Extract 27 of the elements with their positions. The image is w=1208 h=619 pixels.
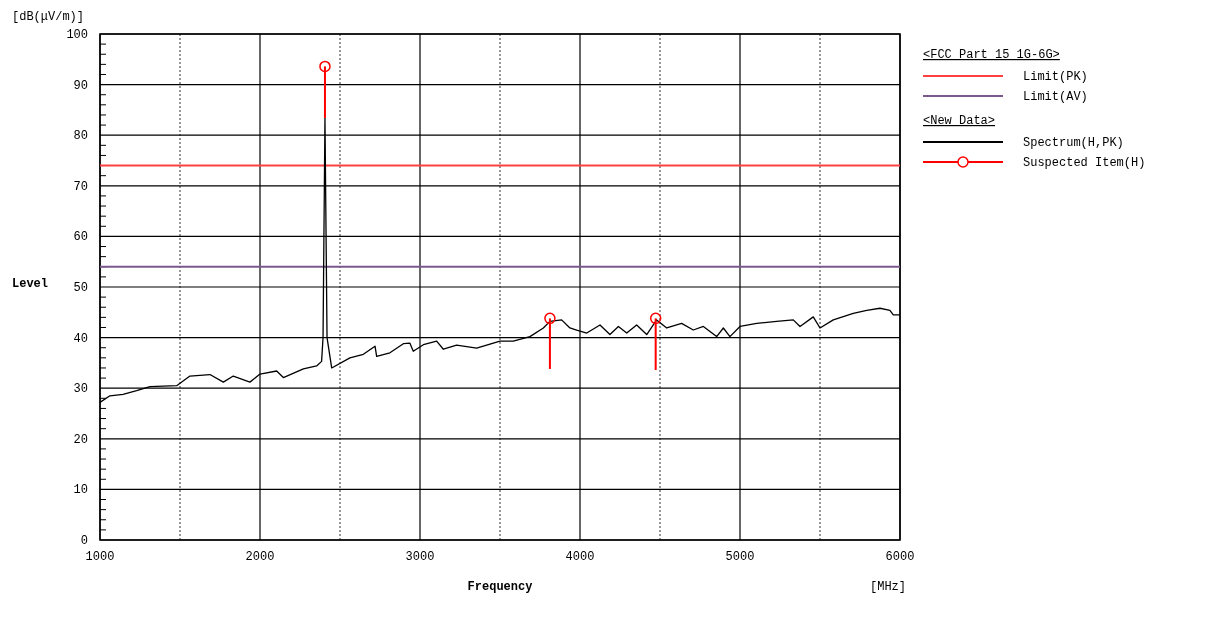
- y-tick-label: 90: [73, 78, 88, 93]
- y-tick-label: 60: [73, 230, 88, 245]
- text: [MHz]: [870, 580, 907, 594]
- y-tick-label: 30: [73, 382, 88, 397]
- y-tick-label: 70: [73, 179, 88, 194]
- y-tick-label: 10: [73, 483, 88, 498]
- x-axis-title: Frequency: [467, 580, 533, 594]
- text: [dB(μV/m)]: [12, 10, 85, 24]
- text: <New_Data>: [923, 114, 996, 128]
- y-tick-label: 0: [80, 534, 88, 548]
- y-tick-label: 40: [73, 331, 88, 346]
- text: Spectrum(H,PK): [1023, 136, 1124, 150]
- text: Suspected Item(H): [1023, 156, 1146, 170]
- y-tick-label: 100: [66, 28, 88, 42]
- y-tick-label: 50: [73, 281, 88, 295]
- x-tick-label: 5000: [725, 550, 755, 564]
- y-tick-label: 80: [73, 129, 88, 144]
- x-tick-label: 1000: [85, 550, 115, 564]
- x-tick-label: 2000: [245, 550, 275, 564]
- text: <FCC_Part_15_1G-6G>: [923, 48, 1060, 62]
- y-axis-title: Level: [12, 277, 49, 291]
- x-tick-label: 6000: [885, 550, 915, 564]
- x-tick-label: 4000: [565, 550, 595, 564]
- y-tick-label: 20: [73, 432, 88, 447]
- text: Limit(AV): [1023, 90, 1088, 104]
- x-tick-label: 3000: [405, 550, 435, 564]
- text: Limit(PK): [1023, 70, 1088, 84]
